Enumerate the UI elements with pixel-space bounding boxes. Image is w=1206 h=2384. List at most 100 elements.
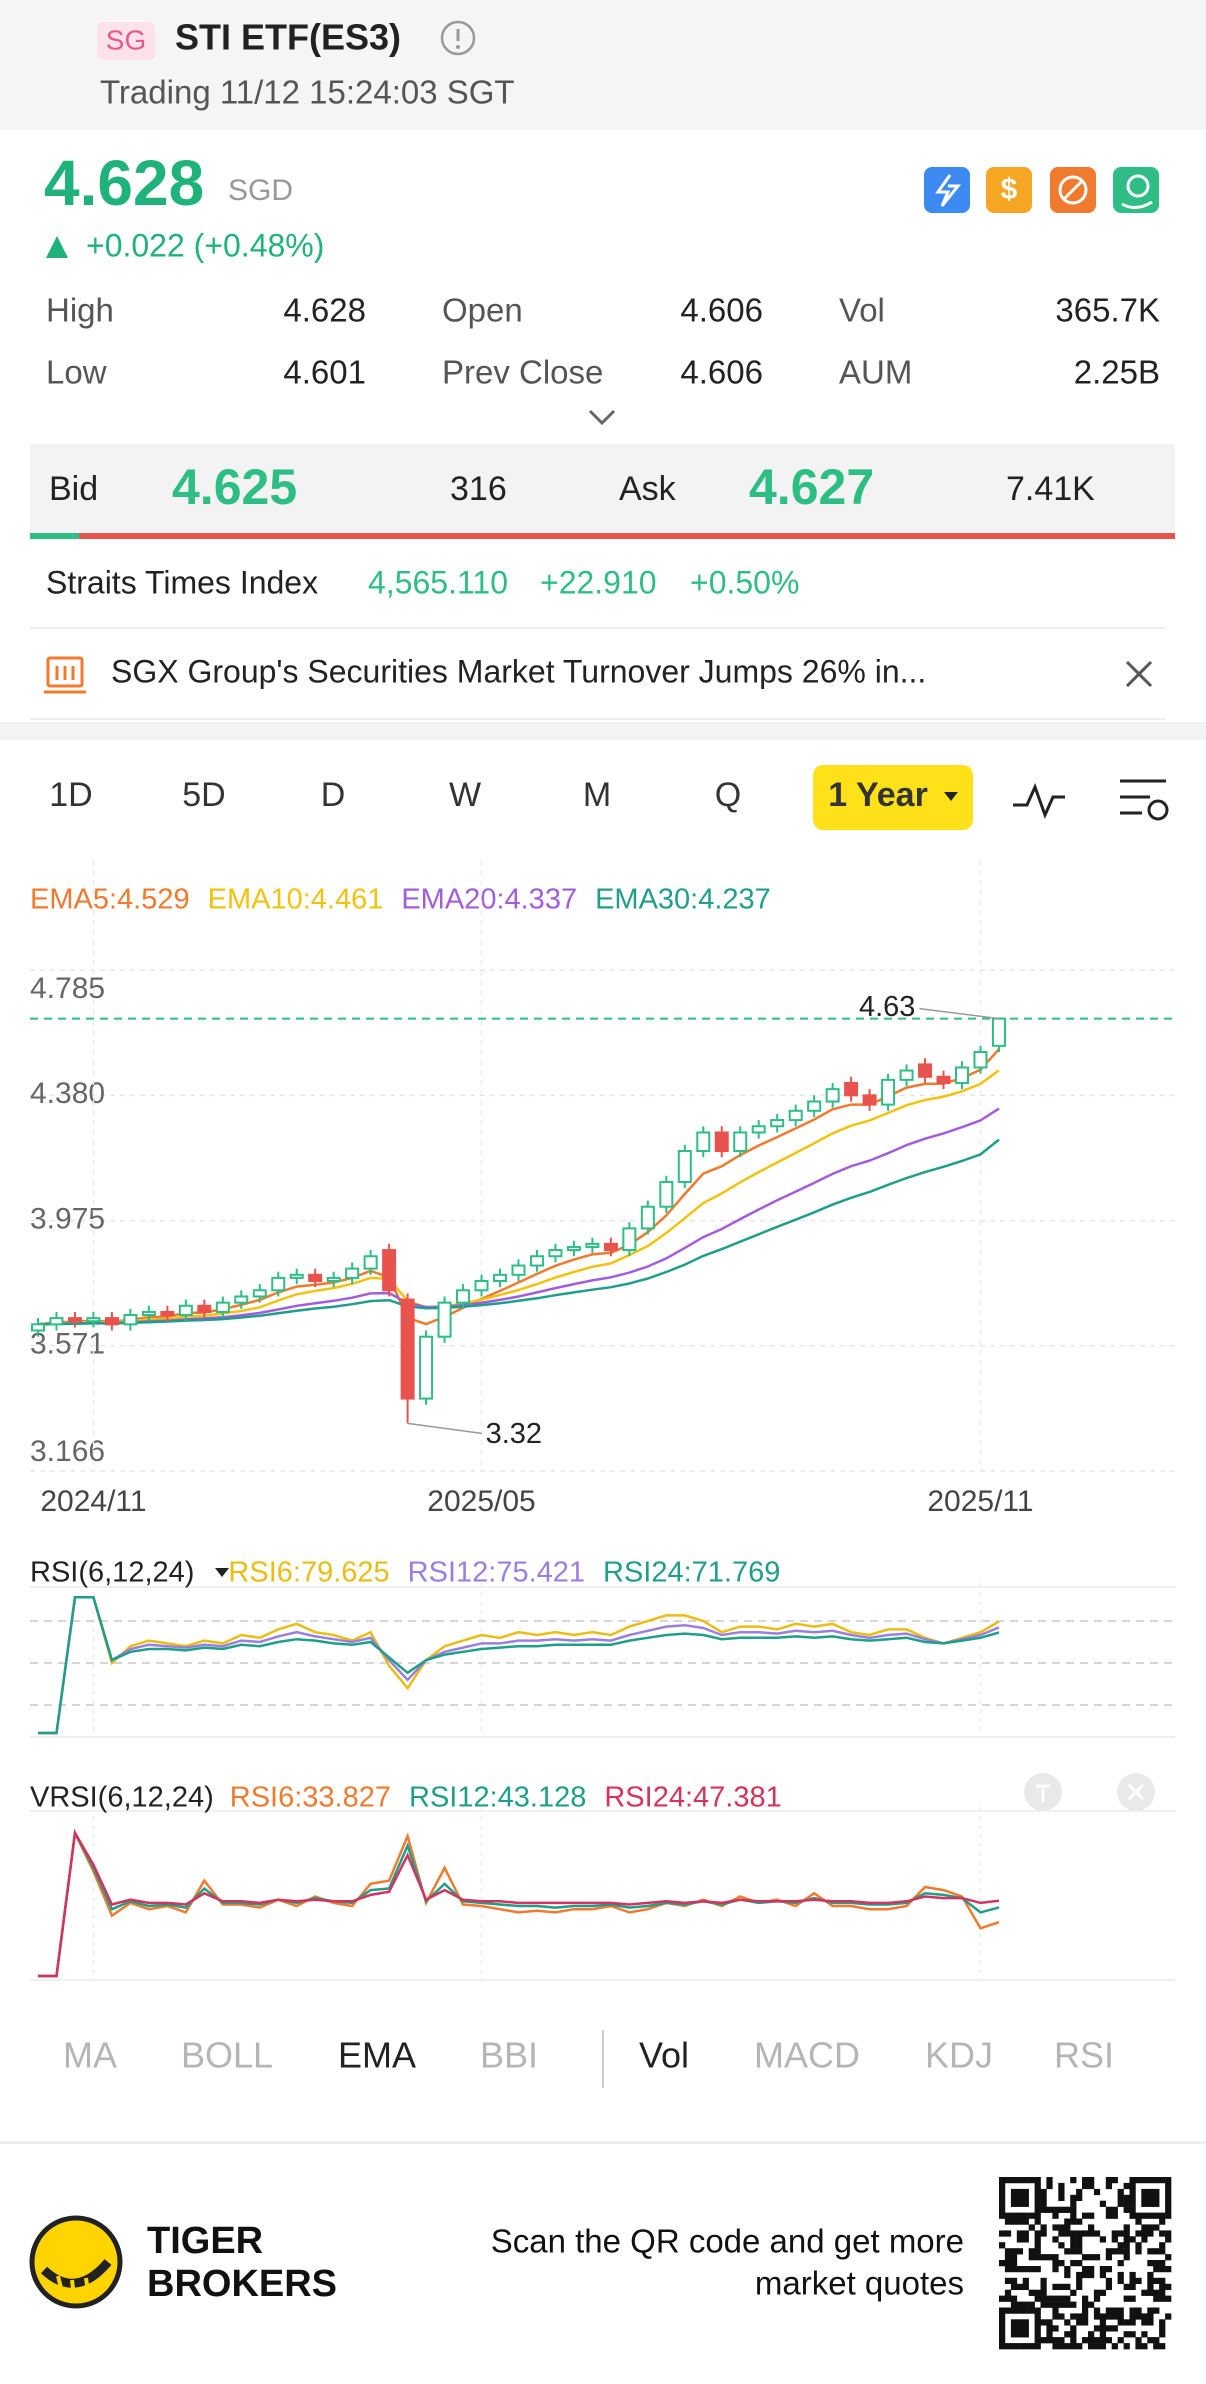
timeframe-tab[interactable]: 5D [182,776,225,814]
info-icon[interactable] [440,20,476,56]
candle-body [566,1245,581,1252]
qr-module [1147,2283,1154,2291]
bid-price: 4.625 [172,459,297,515]
qr-module [1064,2230,1071,2237]
qr-module [1082,2337,1089,2344]
qr-module [1082,2301,1089,2308]
qr-module [1058,2194,1065,2202]
indicator-tab[interactable]: BBI [480,2035,538,2076]
qr-module [1093,2313,1101,2320]
qr-module [1058,2182,1065,2190]
indicator-tab[interactable]: BOLL [181,2035,273,2076]
candle-body [474,1279,489,1292]
qr-module [1165,2194,1172,2202]
tab-dropdown-arrow[interactable] [944,792,958,801]
indicator-tab[interactable]: RSI [1054,2035,1114,2076]
qr-code [999,2177,1172,2350]
qr-module [1028,2224,1035,2231]
indicator-tab[interactable]: EMA [338,2035,416,2076]
icon-margin[interactable] [1113,167,1159,213]
timeframe-tab[interactable]: Q [715,776,741,814]
qr-module [1040,2289,1047,2296]
indicator-tab[interactable]: KDJ [925,2035,993,2076]
timeframe-tab[interactable]: W [449,776,481,814]
qr-module [1064,2224,1071,2231]
timeframe-tab[interactable]: 1 Year [828,776,928,814]
qr-module [1070,2177,1077,2184]
qr-module [1088,2266,1095,2273]
timeframe-tab[interactable]: D [321,776,346,814]
icon-dividend[interactable] [986,167,1032,213]
qr-module [1159,2277,1166,2285]
candle-body [733,1131,748,1153]
qr-module [1010,2260,1018,2267]
qr-module [1064,2343,1071,2350]
qr-module [1016,2319,1024,2326]
qr-module [999,2188,1006,2196]
qr-module [1028,2301,1035,2308]
timeframe-tab[interactable]: 1D [49,776,92,814]
news-headline[interactable]: SGX Group's Securities Market Turnover J… [111,653,926,689]
qr-module [1028,2212,1035,2219]
qr-module [1141,2289,1148,2296]
chart-type-icon[interactable] [1013,782,1065,820]
qr-module [1022,2301,1029,2308]
qr-module [1004,2289,1012,2296]
index-name: Straits Times Index [46,564,318,600]
rsi-dropdown-arrow[interactable] [215,1568,229,1577]
timeframe-tab[interactable]: M [583,776,611,814]
qr-module [1022,2212,1029,2219]
indicator-tab[interactable]: MA [63,2035,117,2076]
qr-module [1141,2236,1148,2243]
qr-module [1099,2325,1107,2332]
qr-module [1040,2230,1047,2237]
qr-module [1111,2177,1118,2184]
x-tick-label: 2025/05 [427,1485,535,1518]
qr-module [1147,2230,1154,2237]
legend-entry: EMA5:4.529 [30,884,190,916]
candle-body [991,1017,1006,1047]
expand-chevron[interactable] [588,409,616,426]
qr-module [1105,2325,1113,2332]
qr-module [1111,2343,1118,2350]
news-close[interactable] [1125,660,1153,688]
indicator-tab[interactable]: MACD [754,2035,860,2076]
qr-module [1034,2177,1041,2184]
qr-module [1135,2230,1142,2237]
legend-entry: RSI12:43.128 [409,1782,586,1814]
icon-level[interactable] [924,167,970,213]
qr-module [1088,2212,1095,2219]
qr-module [999,2307,1006,2314]
qr-module [1016,2343,1024,2350]
qr-module [1153,2343,1160,2350]
indicator-tab[interactable]: Vol [639,2035,689,2076]
qr-module [1117,2200,1124,2207]
qr-module [1117,2230,1124,2237]
qr-module [1034,2182,1041,2190]
qr-module [1034,2307,1041,2314]
qr-module [1129,2331,1136,2338]
qr-module [1088,2224,1095,2231]
qr-module [1070,2230,1077,2237]
qr-module [1004,2177,1012,2184]
qr-module [1058,2230,1065,2237]
svg-text:$: $ [1001,173,1018,206]
stat-value: 4.628 [283,292,366,329]
qr-module [1159,2331,1166,2338]
qr-module [1004,2218,1012,2225]
qr-module [1088,2301,1095,2308]
qr-module [1070,2200,1077,2207]
qr-module [1111,2307,1118,2314]
qr-module [1123,2224,1130,2231]
bid-ask-bg [30,444,1175,532]
annotation-leader [407,1422,482,1435]
settings-icon[interactable] [1120,779,1169,821]
candle-body [659,1180,674,1208]
candle-body [289,1273,304,1279]
stat-label: Vol [839,292,885,329]
qr-module [1123,2182,1130,2190]
qr-module [1165,2200,1172,2207]
qr-module [1028,2307,1035,2314]
qr-module [1070,2343,1077,2350]
qr-module [1165,2236,1172,2243]
